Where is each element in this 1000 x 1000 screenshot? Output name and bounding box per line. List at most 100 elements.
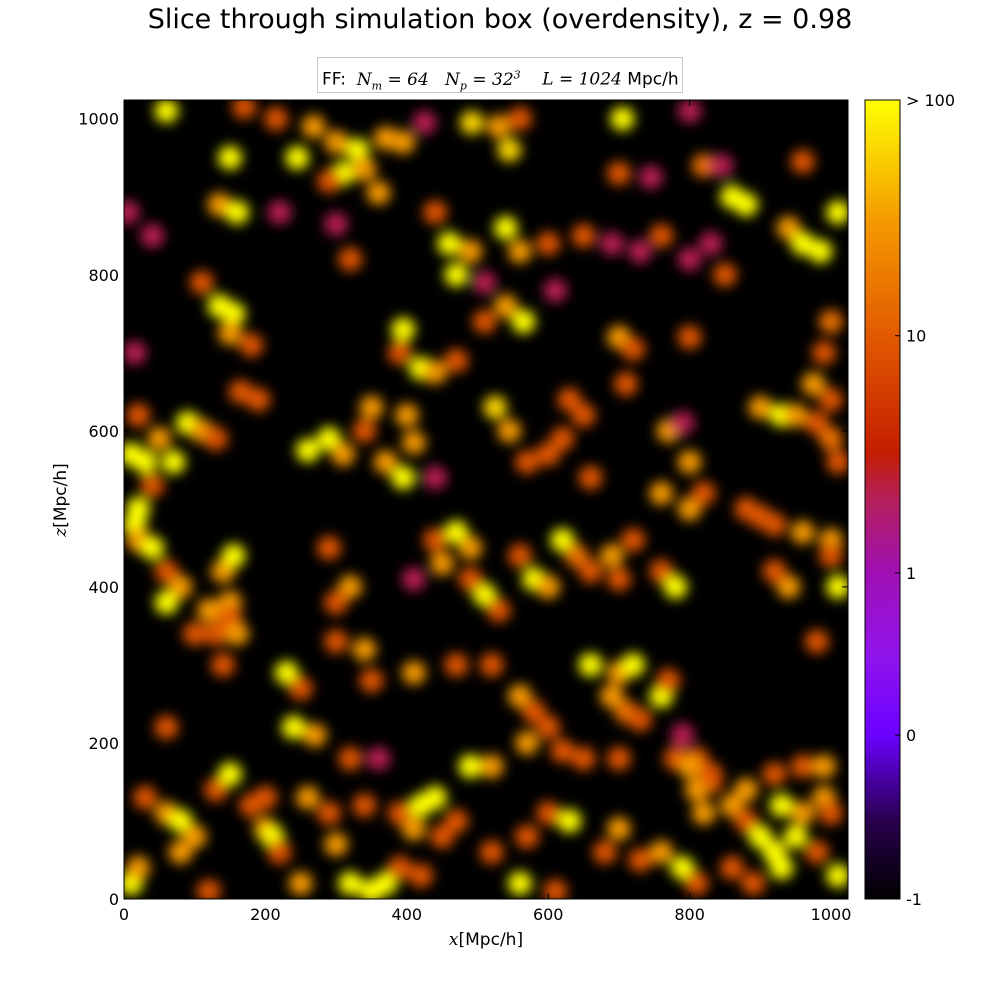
legend-box: FF: Nm = 64 Np = 323 L = 1024 Mpc/h [317, 57, 683, 93]
density-blob [677, 450, 702, 475]
density-blob [497, 137, 522, 162]
density-blob [338, 871, 363, 896]
density-blob [543, 278, 568, 303]
density-blob [677, 247, 702, 272]
density-blob [253, 785, 278, 810]
density-blob [709, 153, 734, 178]
density-blob [154, 590, 179, 615]
density-blob [578, 465, 603, 490]
density-blob [819, 543, 844, 568]
density-blob [458, 754, 483, 779]
density-blob [826, 574, 848, 599]
legend-np: Np = 323 [434, 68, 521, 93]
density-blob [458, 567, 483, 592]
density-blob [543, 879, 568, 899]
y-tick-label: 200 [88, 734, 119, 753]
density-blob [790, 801, 815, 826]
density-blob [599, 543, 624, 568]
density-blob [444, 520, 469, 545]
density-blob [324, 212, 349, 237]
legend-l-unit: Mpc/h [627, 69, 679, 90]
density-blob [274, 660, 299, 685]
legend-l-value: 1024 [578, 69, 622, 90]
density-blob [720, 793, 745, 818]
density-blob [720, 855, 745, 880]
density-blob [684, 777, 709, 802]
density-blob [352, 157, 377, 182]
density-blob [168, 840, 193, 865]
density-blob [401, 660, 426, 685]
density-blob [373, 450, 398, 475]
density-blob [599, 231, 624, 256]
density-blob [606, 567, 631, 592]
density-blob [571, 223, 596, 248]
legend-prefix: FF: [322, 69, 346, 90]
y-tick-label: 600 [88, 422, 119, 441]
density-blob [677, 496, 702, 521]
density-blob [507, 543, 532, 568]
density-blob [762, 762, 787, 787]
density-blob [140, 535, 165, 560]
density-blob [430, 824, 455, 849]
density-blob [691, 481, 716, 506]
density-blob [359, 395, 384, 420]
density-blob [606, 816, 631, 841]
density-blob [776, 574, 801, 599]
density-blob [571, 403, 596, 428]
colorbar-tick-label: > 100 [906, 91, 955, 110]
density-blob [783, 403, 808, 428]
density-blob [536, 574, 561, 599]
density-blob [387, 340, 412, 365]
x-tick-label: 400 [392, 905, 423, 924]
density-blob [331, 442, 356, 467]
density-blob [288, 676, 313, 701]
density-blob [366, 180, 391, 205]
density-blob [387, 801, 412, 826]
density-blob [264, 106, 289, 131]
density-blob [459, 110, 484, 135]
colorbar-tick-label: 0 [906, 726, 916, 745]
x-axis-title: x[Mpc/h] [449, 930, 523, 950]
density-blob [161, 450, 186, 475]
density-blob [507, 106, 532, 131]
density-blob [133, 785, 158, 810]
density-blob [366, 746, 391, 771]
density-blob [295, 785, 320, 810]
density-blob [621, 336, 646, 361]
density-blob [394, 403, 419, 428]
density-blob [189, 270, 214, 295]
density-blob [515, 730, 540, 755]
density-blob [804, 629, 829, 654]
density-blob [444, 262, 469, 287]
density-blob [507, 871, 532, 896]
density-blob [550, 528, 575, 553]
x-tick-label: 600 [533, 905, 564, 924]
density-blob [691, 801, 716, 826]
density-blob [423, 360, 448, 385]
density-blob [196, 598, 221, 623]
density-blob [338, 574, 363, 599]
density-blob [444, 652, 469, 677]
density-blob [592, 840, 617, 865]
density-blob [649, 559, 674, 584]
y-tick-label: 0 [109, 890, 119, 909]
density-blob [295, 438, 320, 463]
legend-np-exp: 3 [513, 68, 521, 81]
density-blob [628, 239, 653, 264]
y-tick-label: 800 [88, 266, 119, 285]
density-blob [628, 707, 653, 732]
density-blob [140, 223, 165, 248]
density-blob [649, 223, 674, 248]
density-blob [790, 520, 815, 545]
density-blob [285, 145, 310, 170]
density-blob [550, 738, 575, 763]
density-blob [486, 114, 511, 139]
density-blob [221, 301, 246, 326]
density-blob [437, 231, 462, 256]
density-blob [359, 668, 384, 693]
density-blob [210, 652, 235, 677]
density-blob [804, 840, 829, 865]
density-blob [302, 723, 327, 748]
density-blob [401, 567, 426, 592]
